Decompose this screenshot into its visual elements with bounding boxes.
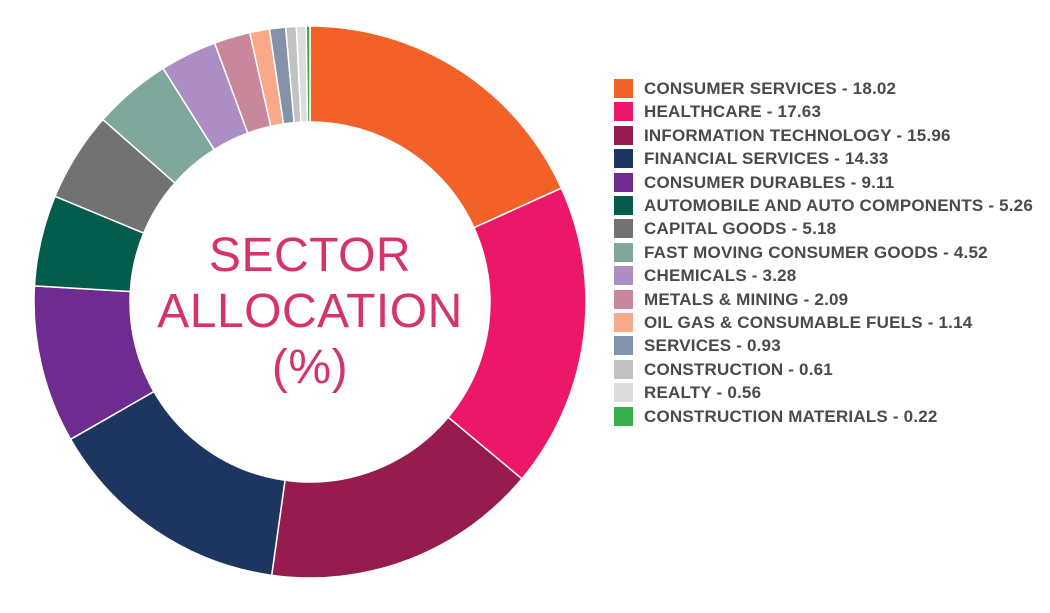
legend-swatch bbox=[614, 406, 633, 426]
legend-label: CHEMICALS - 3.28 bbox=[644, 266, 797, 286]
legend-item: AUTOMOBILE AND AUTO COMPONENTS - 5.26 bbox=[614, 194, 1044, 217]
legend-label: FAST MOVING CONSUMER GOODS - 4.52 bbox=[644, 242, 988, 262]
legend-label: HEALTHCARE - 17.63 bbox=[644, 102, 822, 122]
legend-item: CONSUMER DURABLES - 9.11 bbox=[614, 171, 1044, 194]
legend-swatch bbox=[614, 266, 633, 286]
chart-title-line-2: ALLOCATION bbox=[157, 285, 463, 338]
legend-item: CHEMICALS - 3.28 bbox=[614, 264, 1044, 287]
legend-item: CONSUMER SERVICES - 18.02 bbox=[614, 77, 1044, 100]
legend-swatch bbox=[614, 242, 633, 262]
chart-title: SECTOR ALLOCATION (%) bbox=[120, 228, 500, 396]
legend-item: CONSTRUCTION MATERIALS - 0.22 bbox=[614, 405, 1044, 428]
legend-label: CONSTRUCTION - 0.61 bbox=[644, 359, 833, 379]
legend-label: CONSTRUCTION MATERIALS - 0.22 bbox=[644, 406, 938, 426]
chart-legend: CONSUMER SERVICES - 18.02 HEALTHCARE - 17… bbox=[614, 77, 1044, 428]
legend-label: REALTY - 0.56 bbox=[644, 383, 762, 403]
legend-swatch bbox=[614, 125, 633, 145]
legend-item: OIL GAS & CONSUMABLE FUELS - 1.14 bbox=[614, 311, 1044, 334]
legend-swatch bbox=[614, 79, 633, 98]
legend-swatch bbox=[614, 313, 633, 333]
legend-item: HEALTHCARE - 17.63 bbox=[614, 100, 1044, 123]
legend-label: INFORMATION TECHNOLOGY - 15.96 bbox=[644, 125, 951, 145]
legend-label: CONSUMER DURABLES - 9.11 bbox=[644, 172, 895, 192]
legend-item: INFORMATION TECHNOLOGY - 15.96 bbox=[614, 124, 1044, 147]
legend-swatch bbox=[614, 359, 633, 379]
legend-swatch bbox=[614, 289, 633, 309]
legend-item: REALTY - 0.56 bbox=[614, 381, 1044, 404]
legend-swatch bbox=[614, 336, 633, 356]
legend-item: METALS & MINING - 2.09 bbox=[614, 288, 1044, 311]
legend-label: FINANCIAL SERVICES - 14.33 bbox=[644, 149, 889, 169]
legend-label: CAPITAL GOODS - 5.18 bbox=[644, 219, 837, 239]
legend-item: FAST MOVING CONSUMER GOODS - 4.52 bbox=[614, 241, 1044, 264]
legend-item: FINANCIAL SERVICES - 14.33 bbox=[614, 147, 1044, 170]
legend-label: METALS & MINING - 2.09 bbox=[644, 289, 849, 309]
legend-swatch bbox=[614, 383, 633, 403]
legend-swatch bbox=[614, 172, 633, 192]
donut-slice bbox=[309, 25, 563, 229]
chart-title-line-1: SECTOR bbox=[208, 229, 412, 282]
legend-item: SERVICES - 0.93 bbox=[614, 334, 1044, 357]
legend-item: CAPITAL GOODS - 5.18 bbox=[614, 217, 1044, 240]
legend-swatch bbox=[614, 196, 633, 216]
legend-swatch bbox=[614, 149, 633, 169]
legend-label: OIL GAS & CONSUMABLE FUELS - 1.14 bbox=[644, 313, 973, 333]
legend-swatch bbox=[614, 219, 633, 239]
legend-label: AUTOMOBILE AND AUTO COMPONENTS - 5.26 bbox=[644, 196, 1033, 216]
chart-title-line-3: (%) bbox=[271, 341, 349, 394]
donut-chart bbox=[33, 25, 587, 579]
legend-label: SERVICES - 0.93 bbox=[644, 336, 781, 356]
legend-label: CONSUMER SERVICES - 18.02 bbox=[644, 79, 897, 98]
legend-swatch bbox=[614, 102, 633, 122]
donut-slice bbox=[305, 25, 311, 123]
legend-item: CONSTRUCTION - 0.61 bbox=[614, 358, 1044, 381]
